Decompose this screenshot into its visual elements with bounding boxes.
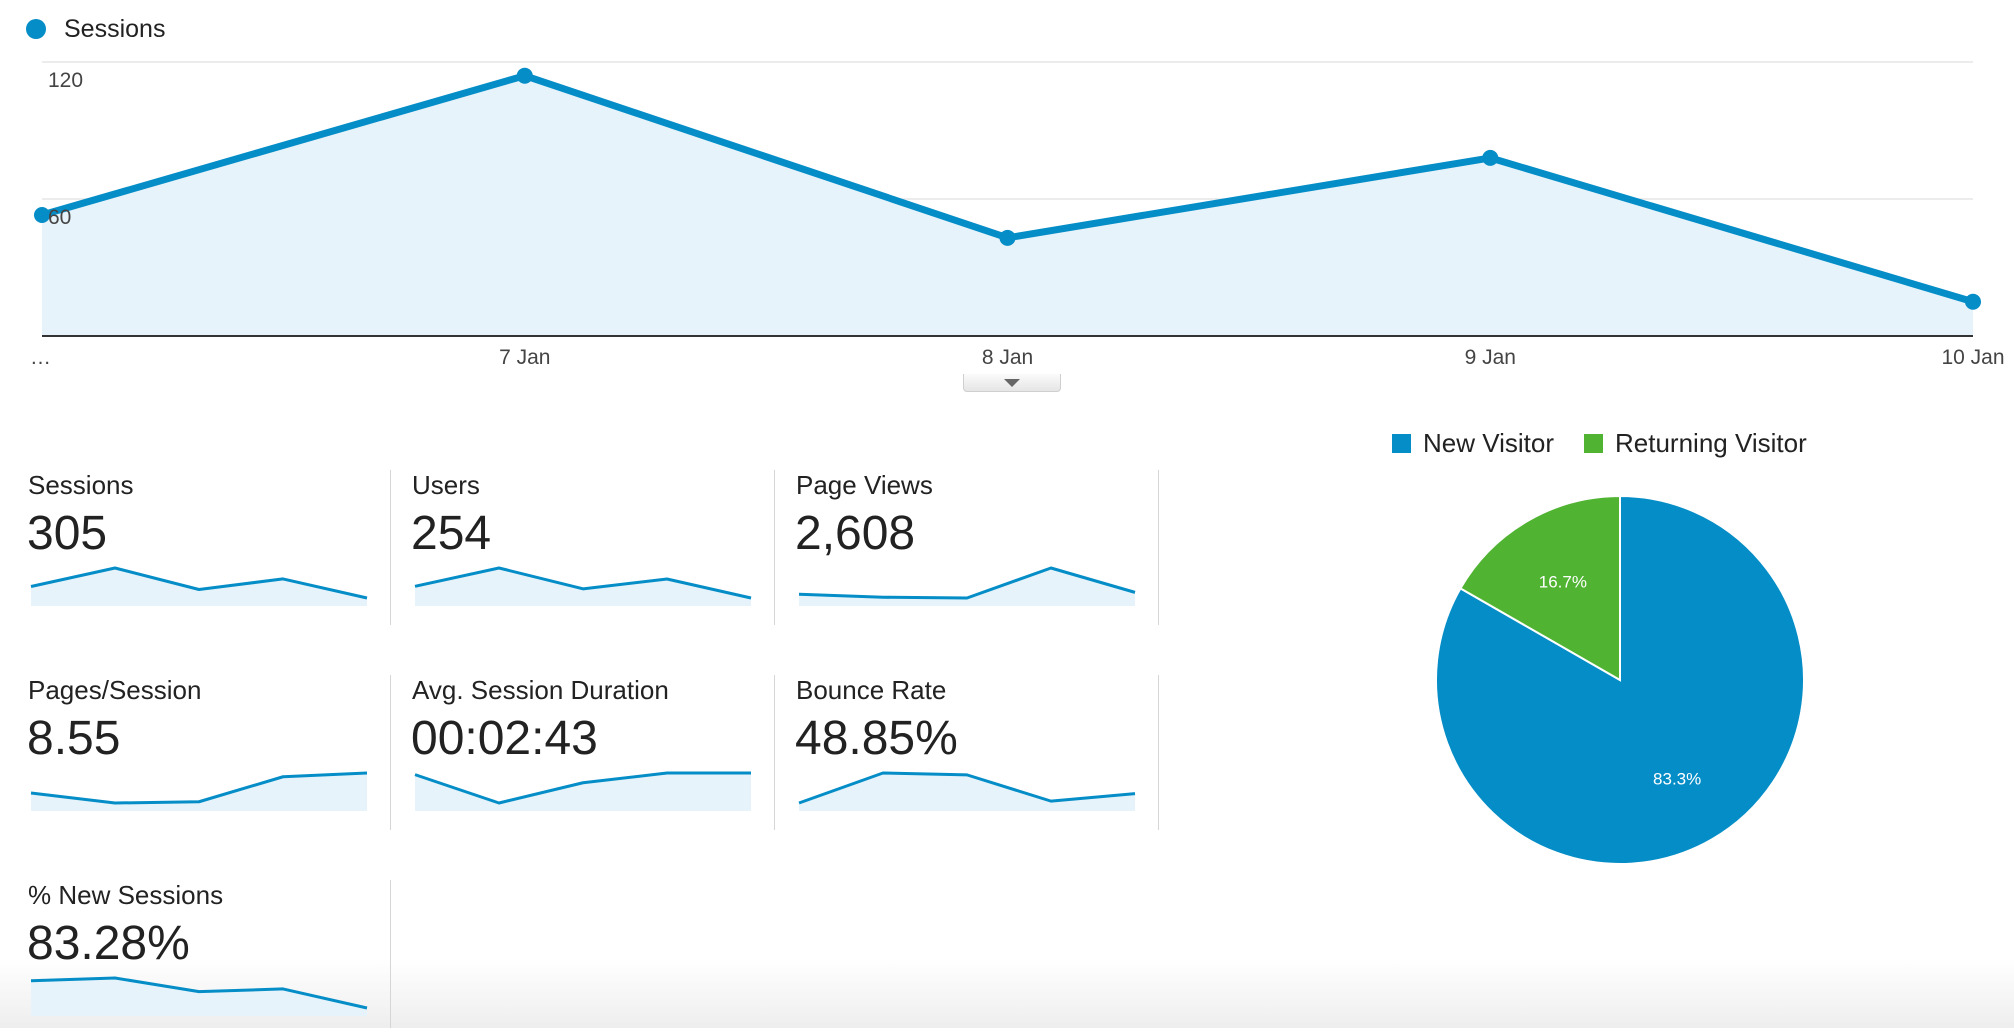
sparkline [798, 771, 1136, 811]
pie-slice-label: 16.7% [1539, 572, 1587, 591]
metric-label: Users [412, 470, 480, 500]
metric-tile-new-sessions[interactable]: % New Sessions 83.28% [24, 880, 368, 1035]
sparkline-line [798, 566, 1136, 600]
data-point[interactable] [1482, 149, 1499, 166]
legend-label: New Visitor [1423, 428, 1555, 458]
tile-divider [390, 675, 391, 830]
legend-swatch [1584, 434, 1604, 453]
metric-tile-bounce-rate[interactable]: Bounce Rate 48.85% [792, 675, 1136, 830]
metric-tile-users[interactable]: Users 254 [408, 470, 752, 625]
metric-tile-avg-session-duration[interactable]: Avg. Session Duration 00:02:43 [408, 675, 751, 830]
pie-slice-returning-visitor[interactable] [1459, 494, 1621, 682]
chart-legend: Sessions [26, 12, 165, 46]
sparkline-line [30, 566, 368, 600]
sparkline-area [799, 568, 1135, 606]
metric-label: Avg. Session Duration [412, 675, 669, 705]
pie-legend-returning-visitor[interactable]: Returning Visitor [1584, 428, 1807, 459]
sparkline-area [31, 978, 367, 1016]
metric-label: Page Views [796, 470, 933, 500]
sparkline [414, 566, 752, 606]
sparkline [798, 566, 1136, 606]
metric-tile-sessions[interactable]: Sessions 305 [24, 470, 368, 625]
bottom-fade [0, 958, 2014, 1028]
tile-divider [1158, 675, 1159, 830]
data-point[interactable] [516, 67, 533, 84]
metric-value: 48.85% [795, 712, 958, 765]
chart-collapse-toggle[interactable] [963, 374, 1061, 392]
tile-divider [774, 675, 775, 830]
metric-label: Sessions [28, 470, 134, 500]
tile-divider [774, 470, 775, 625]
y-tick-label: 120 [48, 69, 83, 92]
y-tick-label: 60 [48, 206, 71, 229]
pie-legend-new-visitor[interactable]: New Visitor [1392, 428, 1554, 459]
metric-value: 254 [411, 507, 492, 560]
metric-value: 00:02:43 [411, 712, 598, 765]
metric-value: 83.28% [27, 917, 190, 970]
sparkline-line [30, 976, 368, 1010]
sparkline [30, 976, 368, 1016]
sparkline-line [798, 771, 1136, 805]
tile-divider [390, 880, 391, 1028]
sparkline-area [31, 773, 367, 811]
sparkline-area [31, 568, 367, 606]
sessions-area [42, 75, 1973, 336]
metric-label: % New Sessions [28, 880, 224, 910]
pie-legend: New Visitor Returning Visitor [1392, 428, 1837, 459]
sessions-legend-dot [26, 19, 46, 39]
sessions-line-chart: 120 60 … 7 Jan 8 Jan 9 Jan 10 Jan [30, 61, 2005, 369]
caret-down-icon [1004, 379, 1020, 387]
sparkline-line [30, 771, 368, 805]
sparkline-area [415, 773, 751, 811]
metric-tile-page-views[interactable]: Page Views 2,608 [792, 470, 1136, 625]
data-point[interactable] [34, 206, 50, 223]
x-tick-label: 7 Jan [499, 346, 550, 369]
metric-value: 305 [27, 507, 108, 560]
legend-label: Returning Visitor [1615, 428, 1807, 458]
x-tick-label: 9 Jan [1465, 346, 1516, 369]
metric-value: 8.55 [27, 712, 121, 765]
tile-divider [1158, 470, 1159, 625]
sessions-legend-label[interactable]: Sessions [64, 14, 166, 43]
sparkline [30, 771, 368, 811]
sparkline-area [415, 568, 751, 606]
tile-divider [390, 470, 391, 625]
legend-swatch [1392, 434, 1411, 453]
sparkline [414, 771, 751, 811]
metric-label: Pages/Session [28, 675, 202, 705]
sparkline [30, 566, 368, 606]
metric-value: 2,608 [795, 507, 916, 560]
x-tick-label: 8 Jan [982, 346, 1033, 369]
metric-tile-pages-per-session[interactable]: Pages/Session 8.55 [24, 675, 368, 830]
sparkline-line [414, 771, 751, 805]
data-point[interactable] [1965, 293, 1981, 310]
sparkline-area [799, 773, 1135, 811]
sparkline-line [414, 566, 752, 600]
x-tick-label: 10 Jan [1941, 346, 2004, 369]
data-point[interactable] [999, 229, 1016, 246]
metric-label: Bounce Rate [796, 675, 947, 705]
pie-slice-label: 83.3% [1653, 770, 1701, 789]
x-tick-label: … [30, 346, 51, 369]
visitor-type-pie-chart: 83.3% 16.7% [1435, 494, 1805, 865]
